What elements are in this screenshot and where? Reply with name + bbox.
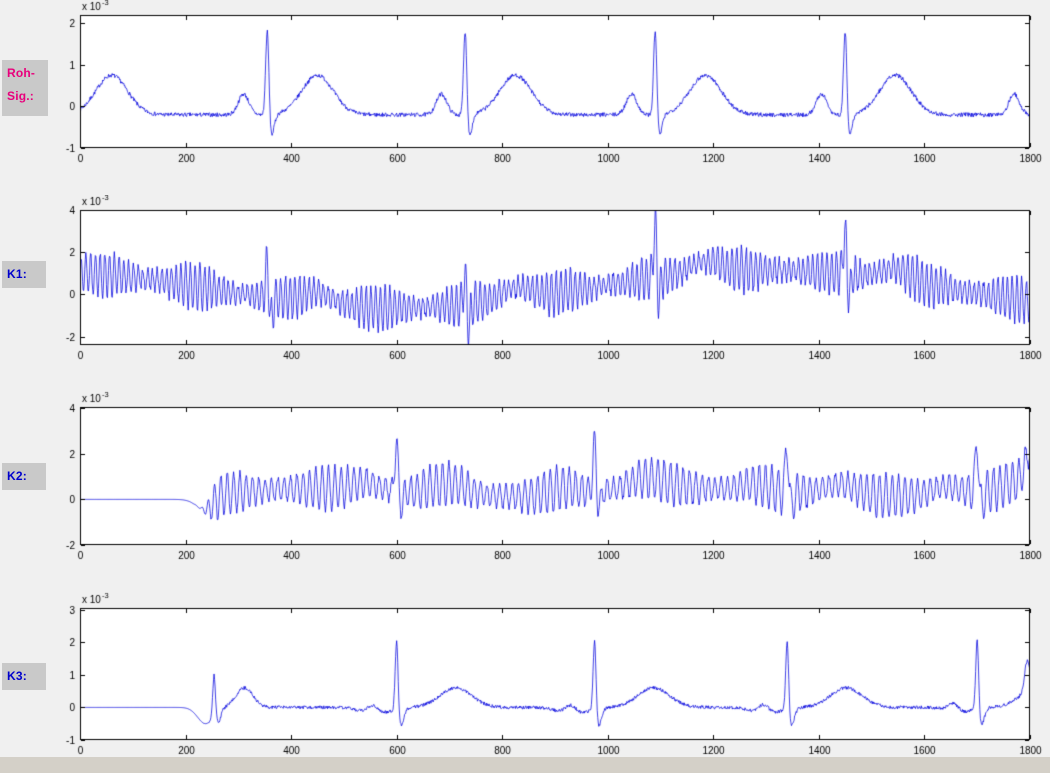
- signal-label-k1: K1:: [2, 261, 46, 288]
- subplot-k1: [0, 195, 1050, 390]
- window-bottom-strip: [0, 757, 1050, 773]
- signal-label-line: Roh-: [7, 66, 36, 80]
- signal-label-k2: K2:: [2, 463, 46, 490]
- signal-label-line: Sig.:: [7, 89, 34, 103]
- signal-label-k3: K3:: [2, 663, 46, 690]
- subplot-k2: [0, 390, 1050, 585]
- signal-label-roh-sig: Roh- Sig.:: [2, 60, 48, 116]
- subplot-roh-sig: [0, 0, 1050, 195]
- signal-label-line: K1:: [7, 267, 27, 281]
- signal-label-line: K2:: [7, 469, 27, 483]
- subplot-k3: [0, 585, 1050, 773]
- signal-label-line: K3:: [7, 669, 27, 683]
